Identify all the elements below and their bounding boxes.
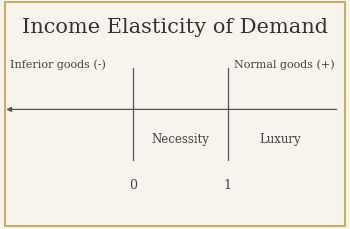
Text: 0: 0 [129, 179, 137, 192]
Text: Normal goods (+): Normal goods (+) [234, 59, 335, 69]
Text: Income Elasticity of Demand: Income Elasticity of Demand [22, 18, 328, 37]
Text: 1: 1 [224, 179, 231, 192]
Text: Necessity: Necessity [151, 133, 209, 146]
Text: Luxury: Luxury [259, 133, 301, 146]
Text: Inferior goods (-): Inferior goods (-) [10, 59, 106, 69]
